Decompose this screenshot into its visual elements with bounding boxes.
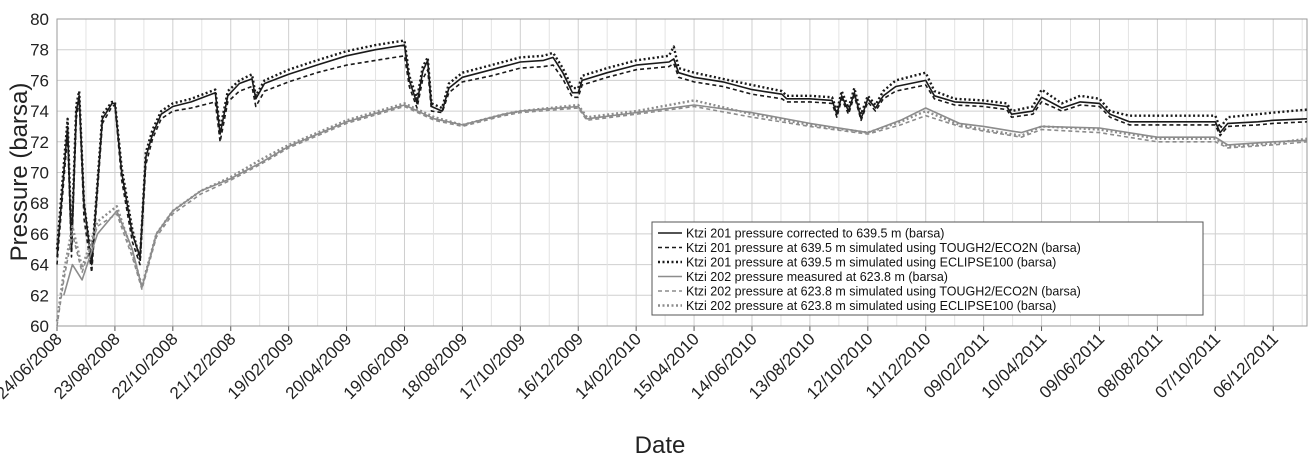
legend-entry: Ktzi 202 pressure measured at 623.8 m (b… — [686, 270, 948, 284]
legend-entry: Ktzi 201 pressure at 639.5 m simulated u… — [686, 241, 1081, 255]
legend-entry: Ktzi 202 pressure at 623.8 m simulated u… — [686, 285, 1081, 299]
plot-frame — [56, 18, 1308, 327]
series-line-2 — [56, 55, 1308, 274]
y-tick-label: 78 — [30, 41, 49, 60]
y-tick-label: 74 — [30, 102, 49, 121]
y-tick-label: 60 — [30, 317, 49, 336]
y-tick-label: 72 — [30, 133, 49, 152]
y-tick-label: 62 — [30, 286, 49, 305]
series-lines — [55, 39, 1308, 327]
y-tick-label: 76 — [30, 71, 49, 90]
series-line-5 — [56, 105, 1308, 327]
plot-border — [56, 18, 1308, 327]
legend: Ktzi 201 pressure corrected to 639.5 m (… — [651, 221, 1204, 316]
x-tick-labels: 24/06/200823/08/200822/10/200821/12/2008… — [0, 329, 1282, 403]
y-tick-label: 66 — [30, 225, 49, 244]
legend-box — [651, 221, 1204, 316]
series-line-3 — [55, 39, 1308, 263]
y-tick-labels: 60 62 64 66 68 70 72 74 76 78 80 — [30, 10, 49, 336]
y-tick-label: 70 — [30, 164, 49, 183]
y-tick-label: 80 — [30, 10, 49, 29]
legend-entry: Ktzi 202 pressure at 623.8 m simulated u… — [686, 299, 1056, 313]
series-line-1 — [56, 44, 1308, 266]
y-axis-title: Pressure (barsa) — [6, 83, 33, 262]
legend-entry: Ktzi 201 pressure corrected to 639.5 m (… — [686, 227, 944, 241]
series-line-6 — [55, 99, 1308, 322]
x-axis-title: Date — [635, 432, 686, 459]
y-tick-label: 68 — [30, 194, 49, 213]
legend-entry: Ktzi 201 pressure at 639.5 m simulated u… — [686, 256, 1056, 270]
y-tick-label: 64 — [30, 256, 49, 275]
